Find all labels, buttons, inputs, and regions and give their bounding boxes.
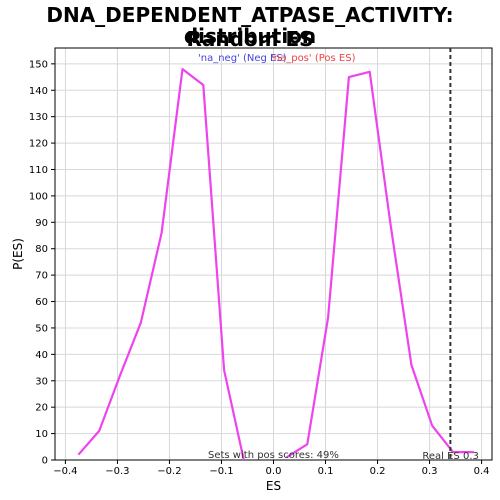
x-tick-label: 0.1 xyxy=(318,466,334,477)
x-tick-label: −0.3 xyxy=(105,466,129,477)
y-tick-label: 90 xyxy=(35,218,48,229)
y-tick-label: 70 xyxy=(35,271,48,282)
y-axis-label: P(ES) xyxy=(11,238,25,270)
x-axis-label: ES xyxy=(266,479,281,493)
y-tick-label: 130 xyxy=(29,112,48,123)
y-tick-label: 40 xyxy=(35,350,48,361)
x-axis-ticks: −0.4 −0.3 −0.2 −0.1 0.0 0.1 0.2 0.3 0.4 xyxy=(53,460,490,477)
y-tick-label: 150 xyxy=(29,59,48,70)
pos-scores-annotation: Sets with pos scores: 49% xyxy=(208,450,339,461)
legend: 'na_neg' (Neg ES)'na_pos' (Pos ES) xyxy=(198,53,356,64)
x-tick-label: 0.0 xyxy=(266,466,282,477)
y-tick-label: 50 xyxy=(35,323,48,334)
y-tick-label: 10 xyxy=(35,429,48,440)
series-line-pos xyxy=(285,70,474,459)
grid-lines xyxy=(55,48,492,461)
x-tick-label: −0.1 xyxy=(209,466,233,477)
y-tick-label: 20 xyxy=(35,403,48,414)
y-tick-label: 120 xyxy=(29,139,48,150)
legend-item-neg: 'na_neg' (Neg ES) xyxy=(198,53,287,64)
real-es-label: Real ES 0.3 xyxy=(422,451,478,462)
x-tick-label: 0.4 xyxy=(474,466,490,477)
chart-title-line-2: distribution xyxy=(183,24,317,48)
series-line-neg xyxy=(77,67,245,461)
y-tick-label: 60 xyxy=(35,297,48,308)
x-tick-label: −0.2 xyxy=(157,466,181,477)
y-tick-label: 140 xyxy=(29,86,48,97)
series-lines xyxy=(77,67,474,461)
x-tick-label: 0.2 xyxy=(370,466,386,477)
legend-item-pos: 'na_pos' (Pos ES) xyxy=(271,53,356,64)
x-tick-label: 0.3 xyxy=(422,466,438,477)
y-tick-label: 30 xyxy=(35,376,48,387)
y-tick-label: 110 xyxy=(29,165,48,176)
y-tick-label: 100 xyxy=(29,191,48,202)
x-tick-label: −0.4 xyxy=(53,466,77,477)
chart-title-line-1: DNA_DEPENDENT_ATPASE_ACTIVITY: Random ES xyxy=(46,3,454,51)
y-tick-label: 0 xyxy=(42,456,48,467)
y-axis-ticks: 0 10 20 30 40 50 60 70 80 90 100 110 120 130 140 150 xyxy=(29,59,55,467)
y-tick-label: 80 xyxy=(35,244,48,255)
